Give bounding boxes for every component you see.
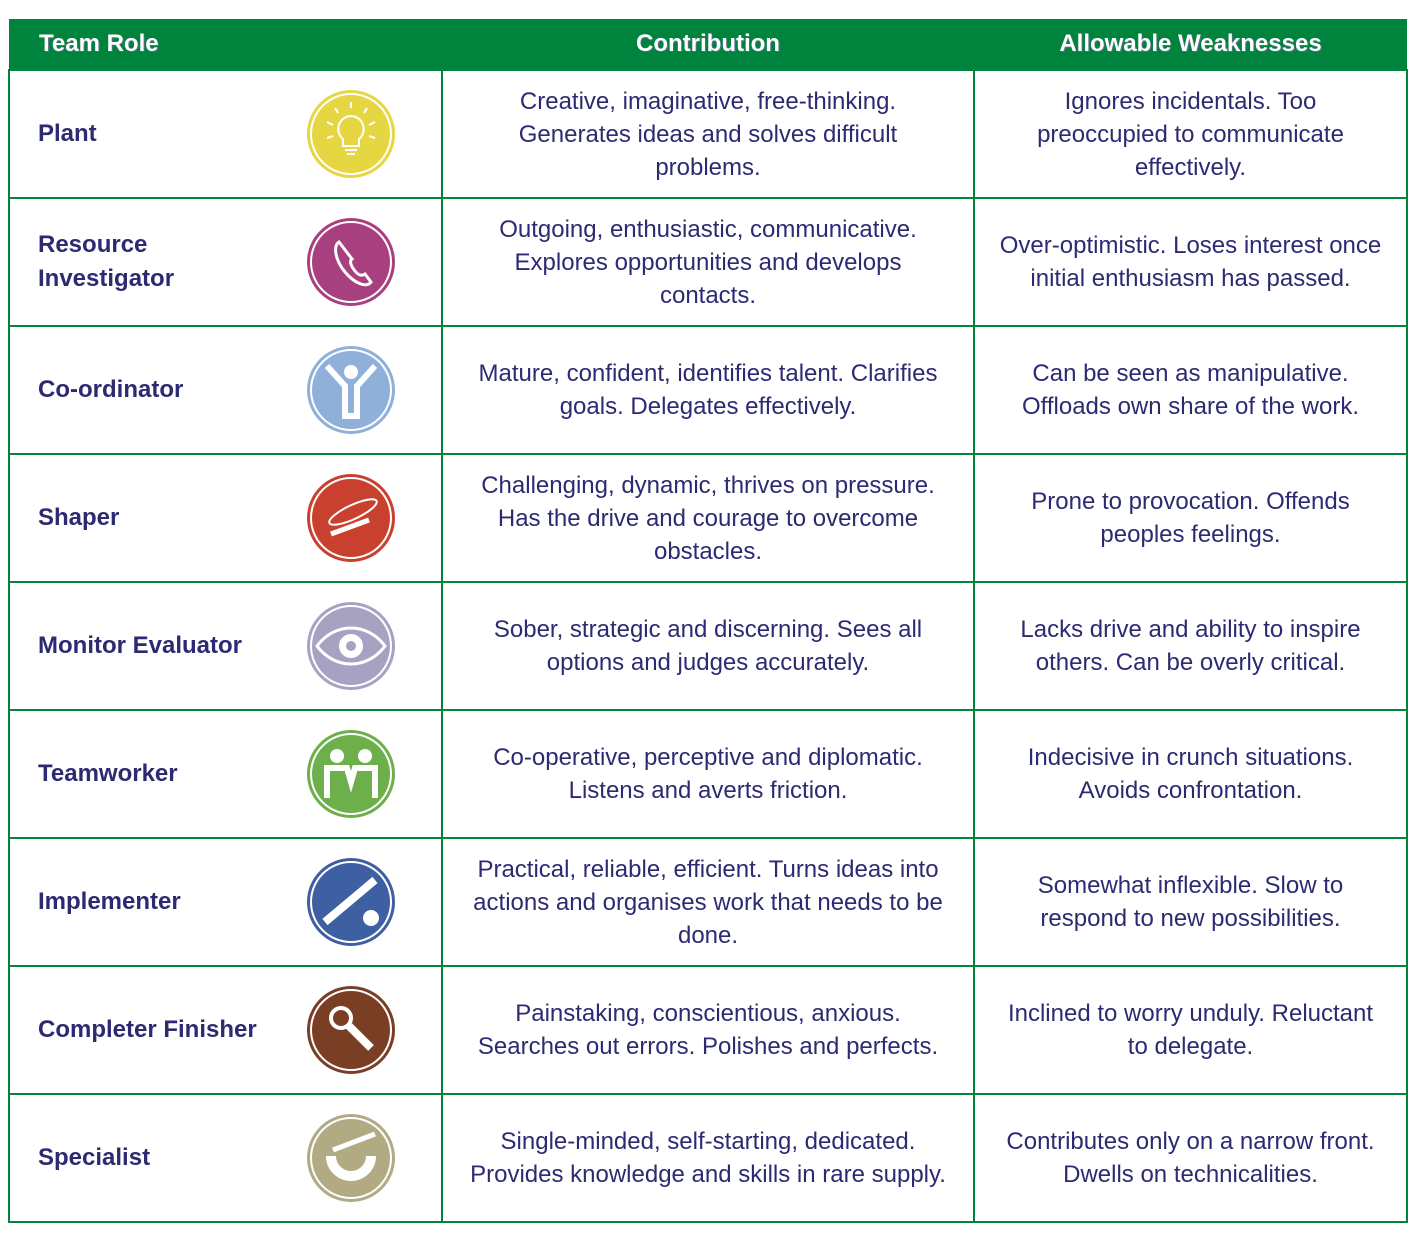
- weaknesses-cell: Over-optimistic. Loses interest once ini…: [973, 197, 1408, 327]
- role-name: Shaper: [38, 504, 120, 531]
- table-row-resource-investigator: Resource Investigator Outgoing, enthusia…: [8, 197, 1408, 327]
- role-name: Teamworker: [38, 760, 178, 787]
- contribution-cell: Painstaking, conscientious, anxious. Sea…: [441, 965, 975, 1095]
- role-cell: Teamworker: [8, 709, 443, 839]
- contribution-cell: Challenging, dynamic, thrives on pressur…: [441, 453, 975, 583]
- weaknesses-cell: Inclined to worry unduly. Reluctant to d…: [973, 965, 1408, 1095]
- gears-icon: [307, 858, 395, 946]
- role-cell: Specialist: [8, 1093, 443, 1223]
- role-name: Monitor Evaluator: [38, 632, 243, 659]
- weaknesses-cell: Indecisive in crunch situations. Avoids …: [973, 709, 1408, 839]
- role-name: Resource Investigator: [38, 231, 175, 292]
- contribution-cell: Single-minded, self-starting, dedicated.…: [441, 1093, 975, 1223]
- contribution-cell: Mature, confident, identifies talent. Cl…: [441, 325, 975, 455]
- weaknesses-cell: Somewhat inflexible. Slow to respond to …: [973, 837, 1408, 967]
- team-roles-table: Team Role Contribution Allowable Weaknes…: [8, 19, 1408, 1223]
- header-team-role: Team Role: [9, 19, 442, 70]
- role-cell: Plant: [8, 69, 443, 199]
- people-holding-hands-icon: [307, 730, 395, 818]
- weaknesses-cell: Prone to provocation. Offends peoples fe…: [973, 453, 1408, 583]
- header-row: Team Role Contribution Allowable Weaknes…: [9, 19, 1407, 70]
- role-name: Plant: [38, 120, 97, 147]
- role-cell: Resource Investigator: [8, 197, 443, 327]
- contribution-cell: Creative, imaginative, free-thinking. Ge…: [441, 69, 975, 199]
- role-cell: Completer Finisher: [8, 965, 443, 1095]
- table-row-shaper: Shaper Challenging, dynamic, thrives on …: [8, 453, 1408, 583]
- role-cell: Implementer: [8, 837, 443, 967]
- role-name: Specialist: [38, 1144, 151, 1171]
- weaknesses-cell: Contributes only on a narrow front. Dwel…: [973, 1093, 1408, 1223]
- contribution-cell: Practical, reliable, efficient. Turns id…: [441, 837, 975, 967]
- table-row-teamworker: Teamworker Co-operative, perceptive and …: [8, 709, 1408, 839]
- magnifier-hand-icon: [307, 986, 395, 1074]
- table-row-implementer: Implementer Practical, reliable, efficie…: [8, 837, 1408, 967]
- weaknesses-cell: Lacks drive and ability to inspire other…: [973, 581, 1408, 711]
- role-name: Completer Finisher: [38, 1016, 257, 1043]
- role-name: Co-ordinator: [38, 376, 184, 403]
- table-row-specialist: Specialist Single-minded, self-starting,…: [8, 1093, 1408, 1223]
- table-row-monitor-evaluator: Monitor Evaluator Sober, strategic and d…: [8, 581, 1408, 711]
- weaknesses-cell: Ignores incidentals. Too preoccupied to …: [973, 69, 1408, 199]
- header-weaknesses: Allowable Weaknesses: [974, 19, 1407, 70]
- header-contribution: Contribution: [442, 19, 974, 70]
- role-cell: Co-ordinator: [8, 325, 443, 455]
- contribution-cell: Outgoing, enthusiastic, communicative. E…: [441, 197, 975, 327]
- weaknesses-cell: Can be seen as manipulative. Offloads ow…: [973, 325, 1408, 455]
- table-row-plant: Plant Creative, imaginative, free-thinki…: [8, 69, 1408, 199]
- lightbulb-icon: [307, 90, 395, 178]
- telephone-icon: [307, 218, 395, 306]
- contribution-cell: Co-operative, perceptive and diplomatic.…: [441, 709, 975, 839]
- magnet-icon: [307, 1114, 395, 1202]
- role-name: Implementer: [38, 888, 181, 915]
- role-cell: Monitor Evaluator: [8, 581, 443, 711]
- eye-icon: [307, 602, 395, 690]
- table-row-co-ordinator: Co-ordinator Mature, confident, identifi…: [8, 325, 1408, 455]
- table-row-completer-finisher: Completer Finisher Painstaking, conscien…: [8, 965, 1408, 1095]
- person-arms-raised-icon: [307, 346, 395, 434]
- contribution-cell: Sober, strategic and discerning. Sees al…: [441, 581, 975, 711]
- whip-icon: [307, 474, 395, 562]
- role-cell: Shaper: [8, 453, 443, 583]
